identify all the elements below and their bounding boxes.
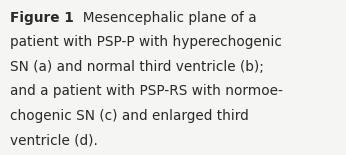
Text: chogenic SN (c) and enlarged third: chogenic SN (c) and enlarged third bbox=[10, 109, 249, 123]
Text: Figure 1: Figure 1 bbox=[10, 11, 74, 25]
Text: and a patient with PSP-RS with normoe-: and a patient with PSP-RS with normoe- bbox=[10, 84, 283, 98]
Text: SN (a) and normal third ventricle (b);: SN (a) and normal third ventricle (b); bbox=[10, 60, 264, 74]
Text: ventricle (d).: ventricle (d). bbox=[10, 133, 98, 147]
Text: Mesencephalic plane of a: Mesencephalic plane of a bbox=[74, 11, 257, 25]
Text: patient with PSP-P with hyperechogenic: patient with PSP-P with hyperechogenic bbox=[10, 35, 282, 49]
